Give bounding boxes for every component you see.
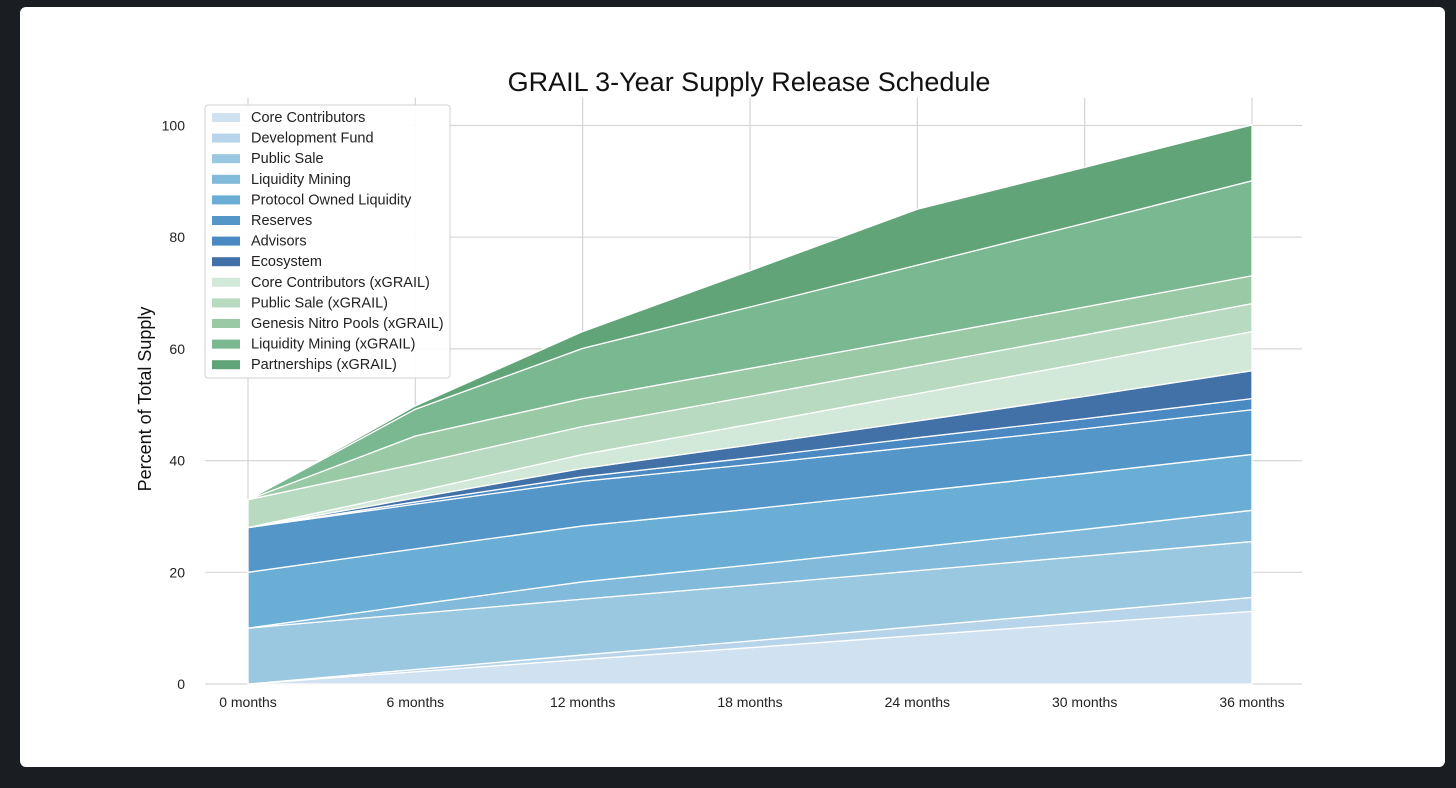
- chart-title: GRAIL 3-Year Supply Release Schedule: [508, 67, 991, 97]
- legend-box: [204, 104, 451, 379]
- x-tick-label: 30 months: [1052, 694, 1117, 710]
- x-tick-label: 6 months: [387, 694, 445, 710]
- legend-label: Liquidity Mining (xGRAIL): [251, 337, 415, 353]
- legend-swatch: [212, 298, 240, 308]
- legend: Core Contributors Development Fund Public …: [204, 104, 451, 379]
- area-series-13: [247, 124, 1253, 501]
- chart-card: 0 20 40 60 80 100 0 months 6 months 12 months 18 …: [20, 7, 1445, 767]
- legend-swatch: [212, 360, 240, 370]
- x-tick-label: 12 months: [550, 694, 615, 710]
- legend-label: Core Contributors (xGRAIL): [251, 275, 430, 291]
- x-tick-label: 0 months: [219, 694, 277, 710]
- axes: 0 20 40 60 80 100 0 months 6 months 12 months 18 …: [162, 118, 1285, 711]
- y-tick-label: 60: [169, 341, 185, 357]
- legend-swatch: [212, 319, 240, 328]
- legend-swatch: [212, 195, 240, 205]
- legend-label: Ecosystem: [251, 254, 322, 270]
- legend-swatch: [212, 113, 240, 122]
- y-tick-label: 20: [169, 564, 185, 580]
- legend-swatch: [212, 236, 240, 246]
- y-tick-label: 40: [169, 453, 185, 469]
- y-axis-label: Percent of Total Supply: [135, 307, 155, 492]
- y-tick-label: 100: [162, 118, 186, 134]
- legend-label: Public Sale (xGRAIL): [251, 295, 388, 311]
- legend-swatch: [212, 154, 240, 164]
- legend-label: Genesis Nitro Pools (xGRAIL): [251, 316, 444, 332]
- legend-label: Advisors: [251, 234, 307, 250]
- legend-swatch: [212, 133, 240, 143]
- legend-label: Partnerships (xGRAIL): [251, 357, 397, 373]
- legend-label: Core Contributors: [251, 110, 365, 126]
- legend-swatch: [212, 277, 240, 287]
- legend-swatch: [212, 216, 240, 225]
- legend-label: Development Fund: [251, 131, 374, 147]
- legend-swatch: [212, 257, 240, 267]
- legend-swatch: [212, 174, 240, 184]
- x-tick-label: 36 months: [1219, 694, 1284, 710]
- legend-label: Reserves: [251, 213, 312, 229]
- legend-swatch: [212, 339, 240, 349]
- y-tick-label: 80: [169, 229, 185, 245]
- y-tick-label: 0: [177, 676, 185, 692]
- legend-label: Liquidity Mining: [251, 172, 351, 188]
- x-tick-label: 24 months: [885, 694, 950, 710]
- supply-release-chart: 0 20 40 60 80 100 0 months 6 months 12 months 18 …: [135, 67, 1302, 711]
- legend-label: Public Sale: [251, 151, 324, 167]
- stacked-areas: [247, 124, 1253, 685]
- legend-label: Protocol Owned Liquidity: [251, 192, 412, 208]
- x-tick-label: 18 months: [717, 694, 782, 710]
